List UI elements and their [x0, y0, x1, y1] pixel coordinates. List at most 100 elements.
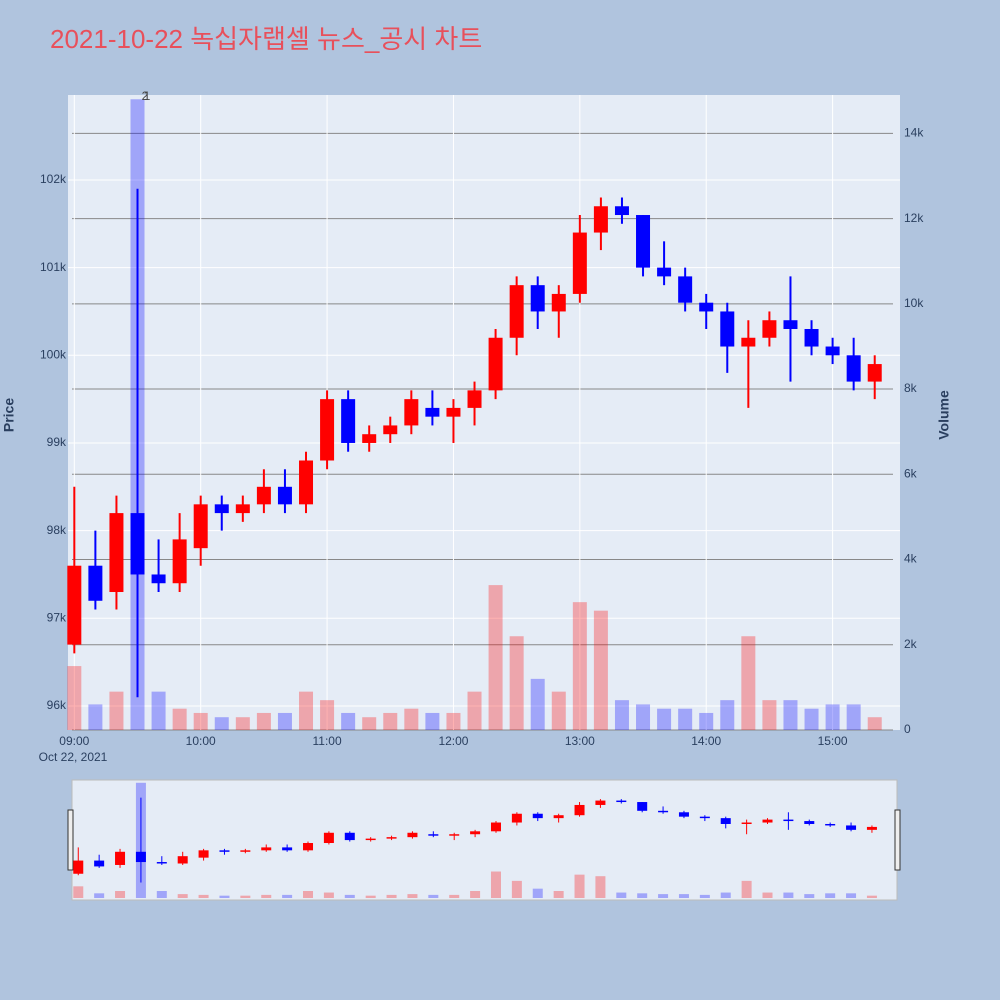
y2-tick-label: 12k [904, 211, 924, 225]
candle-body [846, 355, 861, 382]
y2-tick-label: 14k [904, 126, 924, 140]
candle-body [446, 407, 461, 417]
volume-bar [109, 691, 124, 730]
slider-volume-bar [658, 894, 669, 898]
candle-body [299, 460, 314, 505]
slider-candle-body [574, 804, 585, 816]
volume-bar [551, 691, 566, 730]
volume-bar [509, 636, 524, 730]
x-tick-label: 09:00 [59, 734, 89, 748]
x-date-label: Oct 22, 2021 [39, 750, 108, 764]
candle-body [530, 285, 545, 312]
slider-volume-bar [470, 890, 481, 898]
x-tick-label: 15:00 [818, 734, 848, 748]
slider-volume-bar [553, 890, 564, 898]
y2-tick-label: 4k [904, 552, 918, 566]
slider-candle-body [783, 819, 794, 822]
volume-bar [235, 717, 250, 730]
candle-body [67, 565, 82, 645]
candle-body [88, 565, 103, 601]
slider-volume-bar [303, 890, 314, 898]
slider-candle-body [595, 800, 606, 805]
chart-title: 2021-10-22 녹십자랩셀 뉴스_공시 차트 [50, 24, 482, 54]
slider-volume-bar [73, 886, 84, 898]
slider-candle-body [303, 843, 314, 851]
volume-bar [678, 708, 693, 730]
slider-candle-body [741, 822, 752, 824]
range-handle[interactable] [67, 809, 74, 871]
candle-body [720, 311, 735, 347]
slider-candle-body [344, 832, 355, 841]
candle-body [867, 364, 882, 382]
slider-volume-bar [595, 876, 606, 898]
slider-candle-body [323, 832, 334, 844]
slider-volume-bar [386, 894, 397, 898]
slider-candle-body [532, 813, 543, 819]
volume-bar [425, 712, 440, 730]
candle-body [193, 504, 208, 549]
slider-volume-bar [156, 890, 167, 898]
slider-volume-bar [532, 888, 543, 898]
y2-tick-label: 0 [904, 722, 911, 736]
y-axis-title: Price [1, 398, 17, 432]
volume-bar [614, 700, 629, 730]
slider-candle-body [511, 813, 522, 823]
slider-candle-body [365, 838, 376, 841]
slider-candle-body [240, 850, 251, 852]
volume-bar [88, 704, 103, 730]
slider-volume-bar [616, 892, 627, 898]
slider-candle-body [866, 826, 877, 830]
candle-body [362, 434, 377, 443]
volume-bar [593, 610, 608, 730]
slider-volume-bar [219, 895, 230, 898]
volume-bar [67, 666, 82, 730]
slider-volume-bar [282, 894, 293, 898]
slider-candle-body [720, 818, 731, 824]
x-tick-label: 12:00 [438, 734, 468, 748]
slider-candle-body [678, 812, 689, 817]
slider-candle-body [282, 847, 293, 851]
candle-body [741, 337, 756, 347]
y2-tick-label: 2k [904, 637, 918, 651]
range-slider [71, 779, 898, 901]
slider-volume-bar [741, 880, 752, 898]
candle-body [214, 504, 229, 514]
slider-volume-bar [678, 894, 689, 898]
y2-tick-label: 8k [904, 381, 918, 395]
slider-volume-bar [511, 880, 522, 898]
slider-candle-body [428, 834, 439, 836]
candle-body [235, 504, 250, 514]
volume-bar [699, 712, 714, 730]
volume-bar [846, 704, 861, 730]
slider-candle-body [261, 847, 272, 851]
slider-candle-body [490, 822, 501, 832]
y2-tick-label: 10k [904, 296, 924, 310]
slider-volume-bar [344, 894, 355, 898]
slider-volume-bar [574, 874, 585, 898]
candle-body [151, 574, 166, 584]
slider-volume-bar [783, 892, 794, 898]
volume-bar [214, 717, 229, 730]
candle-body [825, 346, 840, 356]
candle-body [551, 293, 566, 312]
candle-body [172, 539, 187, 584]
volume-bar [572, 602, 587, 730]
range-handle[interactable] [894, 809, 901, 871]
candle-body [277, 486, 292, 505]
volume-bar [299, 691, 314, 730]
volume-bar [804, 708, 819, 730]
slider-volume-bar [449, 894, 460, 898]
slider-volume-bar [407, 894, 418, 898]
candle-body [657, 267, 672, 277]
candle-body [804, 328, 819, 347]
slider-candle-body [616, 800, 627, 803]
candle-body [467, 390, 482, 408]
volume-bar [825, 704, 840, 730]
slider-candle-body [762, 819, 773, 823]
volume-bar [657, 708, 672, 730]
volume-bar [762, 700, 777, 730]
slider-volume-bar [177, 894, 188, 898]
slider-candle-body [135, 851, 146, 863]
volume-bar [530, 678, 545, 730]
